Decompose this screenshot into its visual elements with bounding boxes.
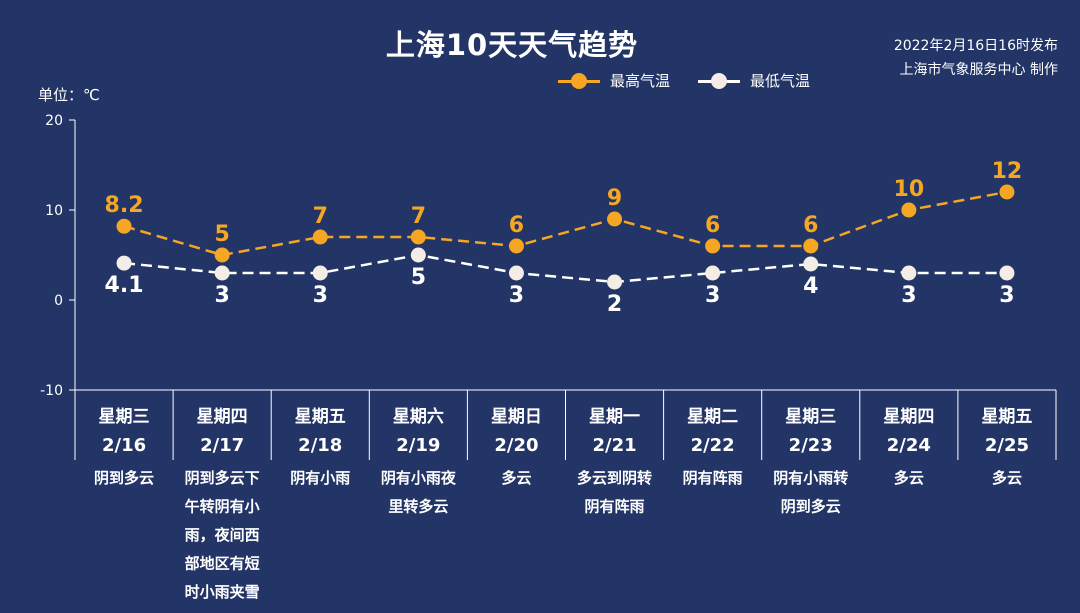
date-label: 2/25 bbox=[985, 435, 1029, 456]
y-tick-label: 10 bbox=[45, 203, 63, 219]
low-temp-point bbox=[901, 265, 917, 281]
issuer: 上海市气象服务中心 制作 bbox=[899, 62, 1058, 78]
weather-description: 午转阴有小 bbox=[185, 498, 260, 516]
weather-description: 多云 bbox=[501, 469, 531, 487]
weekday-label: 星期三 bbox=[785, 407, 836, 427]
weather-description: 多云到阴转 bbox=[577, 469, 652, 487]
high-temp-label: 9 bbox=[607, 186, 622, 211]
low-temp-label: 4.1 bbox=[105, 273, 144, 298]
y-tick-label: -10 bbox=[40, 383, 63, 399]
weather-description: 阴有小雨 bbox=[290, 469, 350, 487]
low-temp-label: 4 bbox=[803, 274, 818, 299]
date-label: 2/22 bbox=[691, 435, 735, 456]
weather-description: 阴到多云 bbox=[94, 469, 154, 487]
high-temp-point bbox=[803, 238, 819, 254]
low-temp-label: 3 bbox=[313, 283, 328, 308]
weekday-label: 星期二 bbox=[687, 407, 738, 427]
low-temp-point bbox=[410, 247, 426, 263]
low-temp-point bbox=[607, 274, 623, 290]
low-temp-label: 3 bbox=[509, 283, 524, 308]
low-temp-label: 3 bbox=[901, 283, 916, 308]
high-temp-label: 7 bbox=[411, 204, 426, 229]
low-temp-point bbox=[312, 265, 328, 281]
weekday-label: 星期五 bbox=[981, 407, 1032, 427]
high-temp-point bbox=[607, 211, 623, 227]
high-temp-label: 6 bbox=[803, 213, 818, 238]
high-temp-point bbox=[999, 184, 1015, 200]
legend-item-high: 最高气温 bbox=[558, 70, 670, 91]
low-temp-point bbox=[508, 265, 524, 281]
low-temp-label: 5 bbox=[411, 265, 426, 290]
weather-description: 阴有小雨转 bbox=[773, 469, 848, 487]
date-label: 2/23 bbox=[789, 435, 833, 456]
high-temp-label: 12 bbox=[992, 159, 1023, 184]
weather-description: 多云 bbox=[894, 469, 924, 487]
weather-description: 时小雨夹雪 bbox=[185, 583, 260, 601]
date-label: 2/20 bbox=[494, 435, 538, 456]
high-temp-label: 10 bbox=[894, 177, 925, 202]
legend-label-high: 最高气温 bbox=[610, 72, 671, 90]
weather-description: 阴有阵雨 bbox=[585, 498, 645, 516]
low-temp-label: 3 bbox=[214, 283, 229, 308]
high-temp-point bbox=[312, 229, 328, 245]
high-temp-point bbox=[214, 247, 230, 263]
high-temp-point bbox=[410, 229, 426, 245]
weekday-label: 星期四 bbox=[883, 407, 934, 427]
issue-time: 2022年2月16日16时发布 bbox=[893, 38, 1058, 54]
weather-description: 阴到多云 bbox=[781, 498, 841, 516]
legend-item-low: 最低气温 bbox=[698, 70, 810, 91]
high-temp-line bbox=[123, 190, 1008, 257]
high-temp-point bbox=[508, 238, 524, 254]
chart-title: 上海10天天气趋势 bbox=[385, 28, 639, 62]
weather-description: 阴到多云下 bbox=[185, 469, 260, 487]
weekday-label: 星期五 bbox=[295, 407, 346, 427]
legend-swatch-high bbox=[558, 72, 600, 90]
weather-description: 阴有小雨夜 bbox=[381, 469, 457, 487]
high-temp-point bbox=[901, 202, 917, 218]
low-temp-label: 3 bbox=[999, 283, 1014, 308]
weather-description: 里转多云 bbox=[388, 498, 448, 516]
y-tick-label: 0 bbox=[54, 293, 63, 309]
high-temp-label: 6 bbox=[509, 213, 524, 238]
high-temp-point bbox=[705, 238, 721, 254]
high-temp-label: 7 bbox=[313, 204, 328, 229]
date-label: 2/21 bbox=[592, 435, 636, 456]
high-temp-label: 5 bbox=[214, 222, 229, 247]
unit-label: 单位：℃ bbox=[38, 86, 100, 104]
low-temp-point bbox=[999, 265, 1015, 281]
issue-info: 2022年2月16日16时发布 上海市气象服务中心 制作 bbox=[894, 34, 1058, 82]
date-label: 2/24 bbox=[887, 435, 931, 456]
weekday-label: 星期一 bbox=[589, 407, 640, 427]
date-label: 2/19 bbox=[396, 435, 440, 456]
y-tick-label: 20 bbox=[45, 113, 63, 129]
date-label: 2/17 bbox=[200, 435, 244, 456]
low-temp-point bbox=[803, 256, 819, 272]
low-temp-label: 3 bbox=[705, 283, 720, 308]
weather-description: 部地区有短 bbox=[185, 555, 260, 573]
low-temp-point bbox=[705, 265, 721, 281]
weather-description: 多云 bbox=[992, 469, 1022, 487]
weather-description: 阴有阵雨 bbox=[683, 469, 743, 487]
weekday-label: 星期日 bbox=[491, 407, 542, 427]
weekday-label: 星期六 bbox=[393, 406, 444, 427]
legend-label-low: 最低气温 bbox=[750, 72, 811, 90]
low-temp-line bbox=[123, 253, 1007, 284]
low-temp-label: 2 bbox=[607, 292, 622, 317]
date-label: 2/16 bbox=[102, 435, 146, 456]
high-temp-label: 6 bbox=[705, 213, 720, 238]
weekday-label: 星期三 bbox=[99, 407, 150, 427]
weekday-label: 星期四 bbox=[197, 407, 248, 427]
legend-swatch-low bbox=[698, 72, 741, 90]
date-label: 2/18 bbox=[298, 435, 342, 456]
low-temp-point bbox=[214, 265, 230, 281]
legend: 最高气温 最低气温 bbox=[558, 70, 810, 91]
low-temp-point bbox=[116, 255, 132, 271]
high-temp-label: 8.2 bbox=[105, 193, 144, 218]
high-temp-point bbox=[116, 218, 132, 234]
weather-description: 雨，夜间西 bbox=[185, 526, 260, 544]
